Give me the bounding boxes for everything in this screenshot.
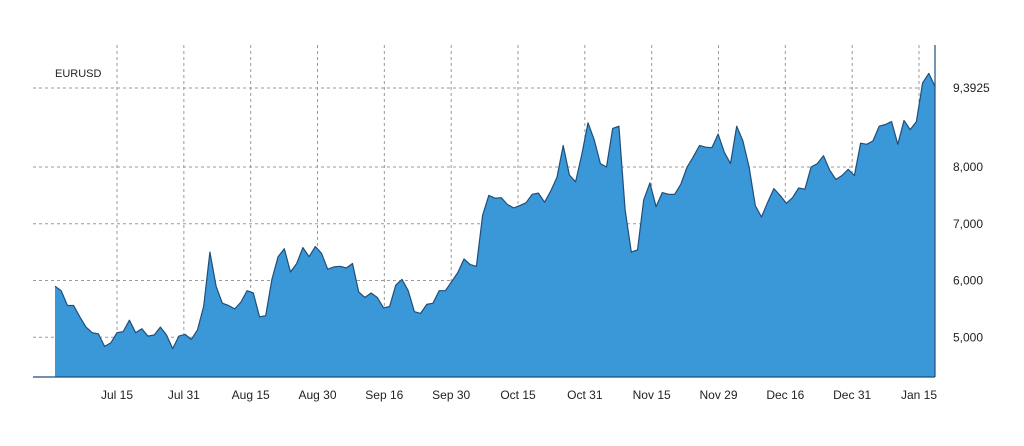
y-tick-labels: 5,000 6,000 7,000 8,000 9,3925 (953, 81, 990, 344)
x-tick-label: Dec 16 (766, 388, 804, 402)
y-tick-label: 5,000 (953, 330, 983, 344)
x-tick-label: Aug 15 (232, 388, 270, 402)
x-tick-label: Oct 31 (567, 388, 603, 402)
x-tick-label: Jan 15 (901, 388, 937, 402)
series-area (55, 73, 935, 378)
x-tick-label: Jul 31 (168, 388, 200, 402)
x-tick-label: Jul 15 (101, 388, 133, 402)
y-tick-label: 7,000 (953, 217, 983, 231)
y-tick-label: 9,3925 (953, 81, 990, 95)
y-tick-label: 8,000 (953, 160, 983, 174)
series-label: EURUSD (55, 68, 102, 80)
x-tick-labels: Jul 15 Jul 31 Aug 15 Aug 30 Sep 16 Sep 30 Oct … (101, 388, 937, 402)
y-tick-label: 6,000 (953, 274, 983, 288)
x-tick-label: Oct 15 (500, 388, 536, 402)
x-tick-label: Aug 30 (298, 388, 336, 402)
x-tick-label: Sep 30 (432, 388, 470, 402)
x-tick-label: Sep 16 (365, 388, 403, 402)
x-tick-label: Nov 29 (699, 388, 737, 402)
series-line (54, 72, 936, 350)
x-tick-label: Nov 15 (633, 388, 671, 402)
x-tick-label: Dec 31 (833, 388, 871, 402)
